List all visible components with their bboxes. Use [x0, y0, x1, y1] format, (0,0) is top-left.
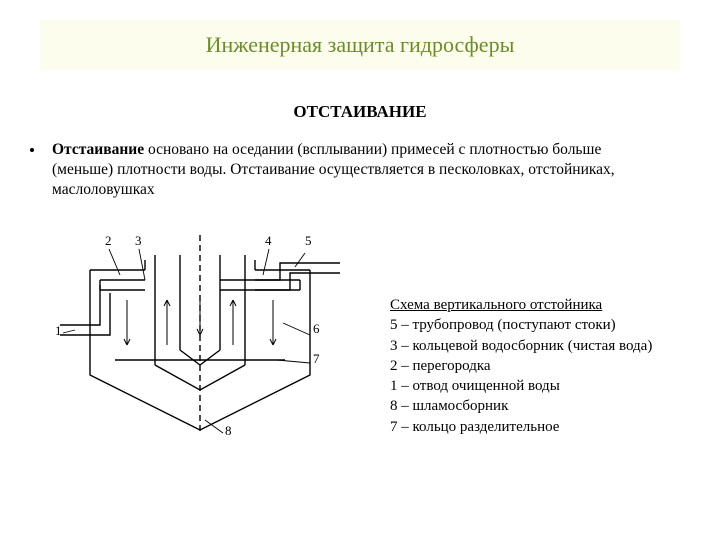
bullet-dot-icon — [30, 148, 34, 152]
diagram-label: 5 — [305, 233, 312, 248]
legend-item: 8 – шламосборник — [390, 396, 652, 416]
legend-item: 2 – перегородка — [390, 356, 652, 376]
diagram-label: 3 — [135, 233, 142, 248]
settler-diagram: 1 2 3 4 5 6 7 8 — [45, 225, 355, 445]
diagram-label: 2 — [105, 233, 112, 248]
body-text: Отстаивание основано на оседании (всплыв… — [52, 140, 660, 200]
body-lead: Отстаивание — [52, 141, 144, 158]
diagram-label: 7 — [313, 351, 320, 366]
section-heading: ОТСТАИВАНИЕ — [0, 102, 720, 122]
legend-item: 1 – отвод очищенной воды — [390, 376, 652, 396]
legend-item: 5 – трубопровод (поступают стоки) — [390, 315, 652, 335]
diagram-label: 6 — [313, 321, 320, 336]
title-band: Инженерная защита гидросферы — [40, 20, 680, 70]
diagram-label: 1 — [55, 323, 62, 338]
legend-title: Схема вертикального отстойника — [390, 295, 652, 315]
page-title: Инженерная защита гидросферы — [206, 32, 515, 58]
slide: Инженерная защита гидросферы ОТСТАИВАНИЕ… — [0, 0, 720, 540]
diagram-legend: Схема вертикального отстойника 5 – трубо… — [390, 295, 652, 437]
legend-item: 7 – кольцо разделительное — [390, 417, 652, 437]
diagram-label: 8 — [225, 423, 232, 438]
bullet-item: Отстаивание основано на оседании (всплыв… — [30, 140, 660, 200]
diagram-label: 4 — [265, 233, 272, 248]
legend-item: 3 – кольцевой водосборник (чистая вода) — [390, 336, 652, 356]
